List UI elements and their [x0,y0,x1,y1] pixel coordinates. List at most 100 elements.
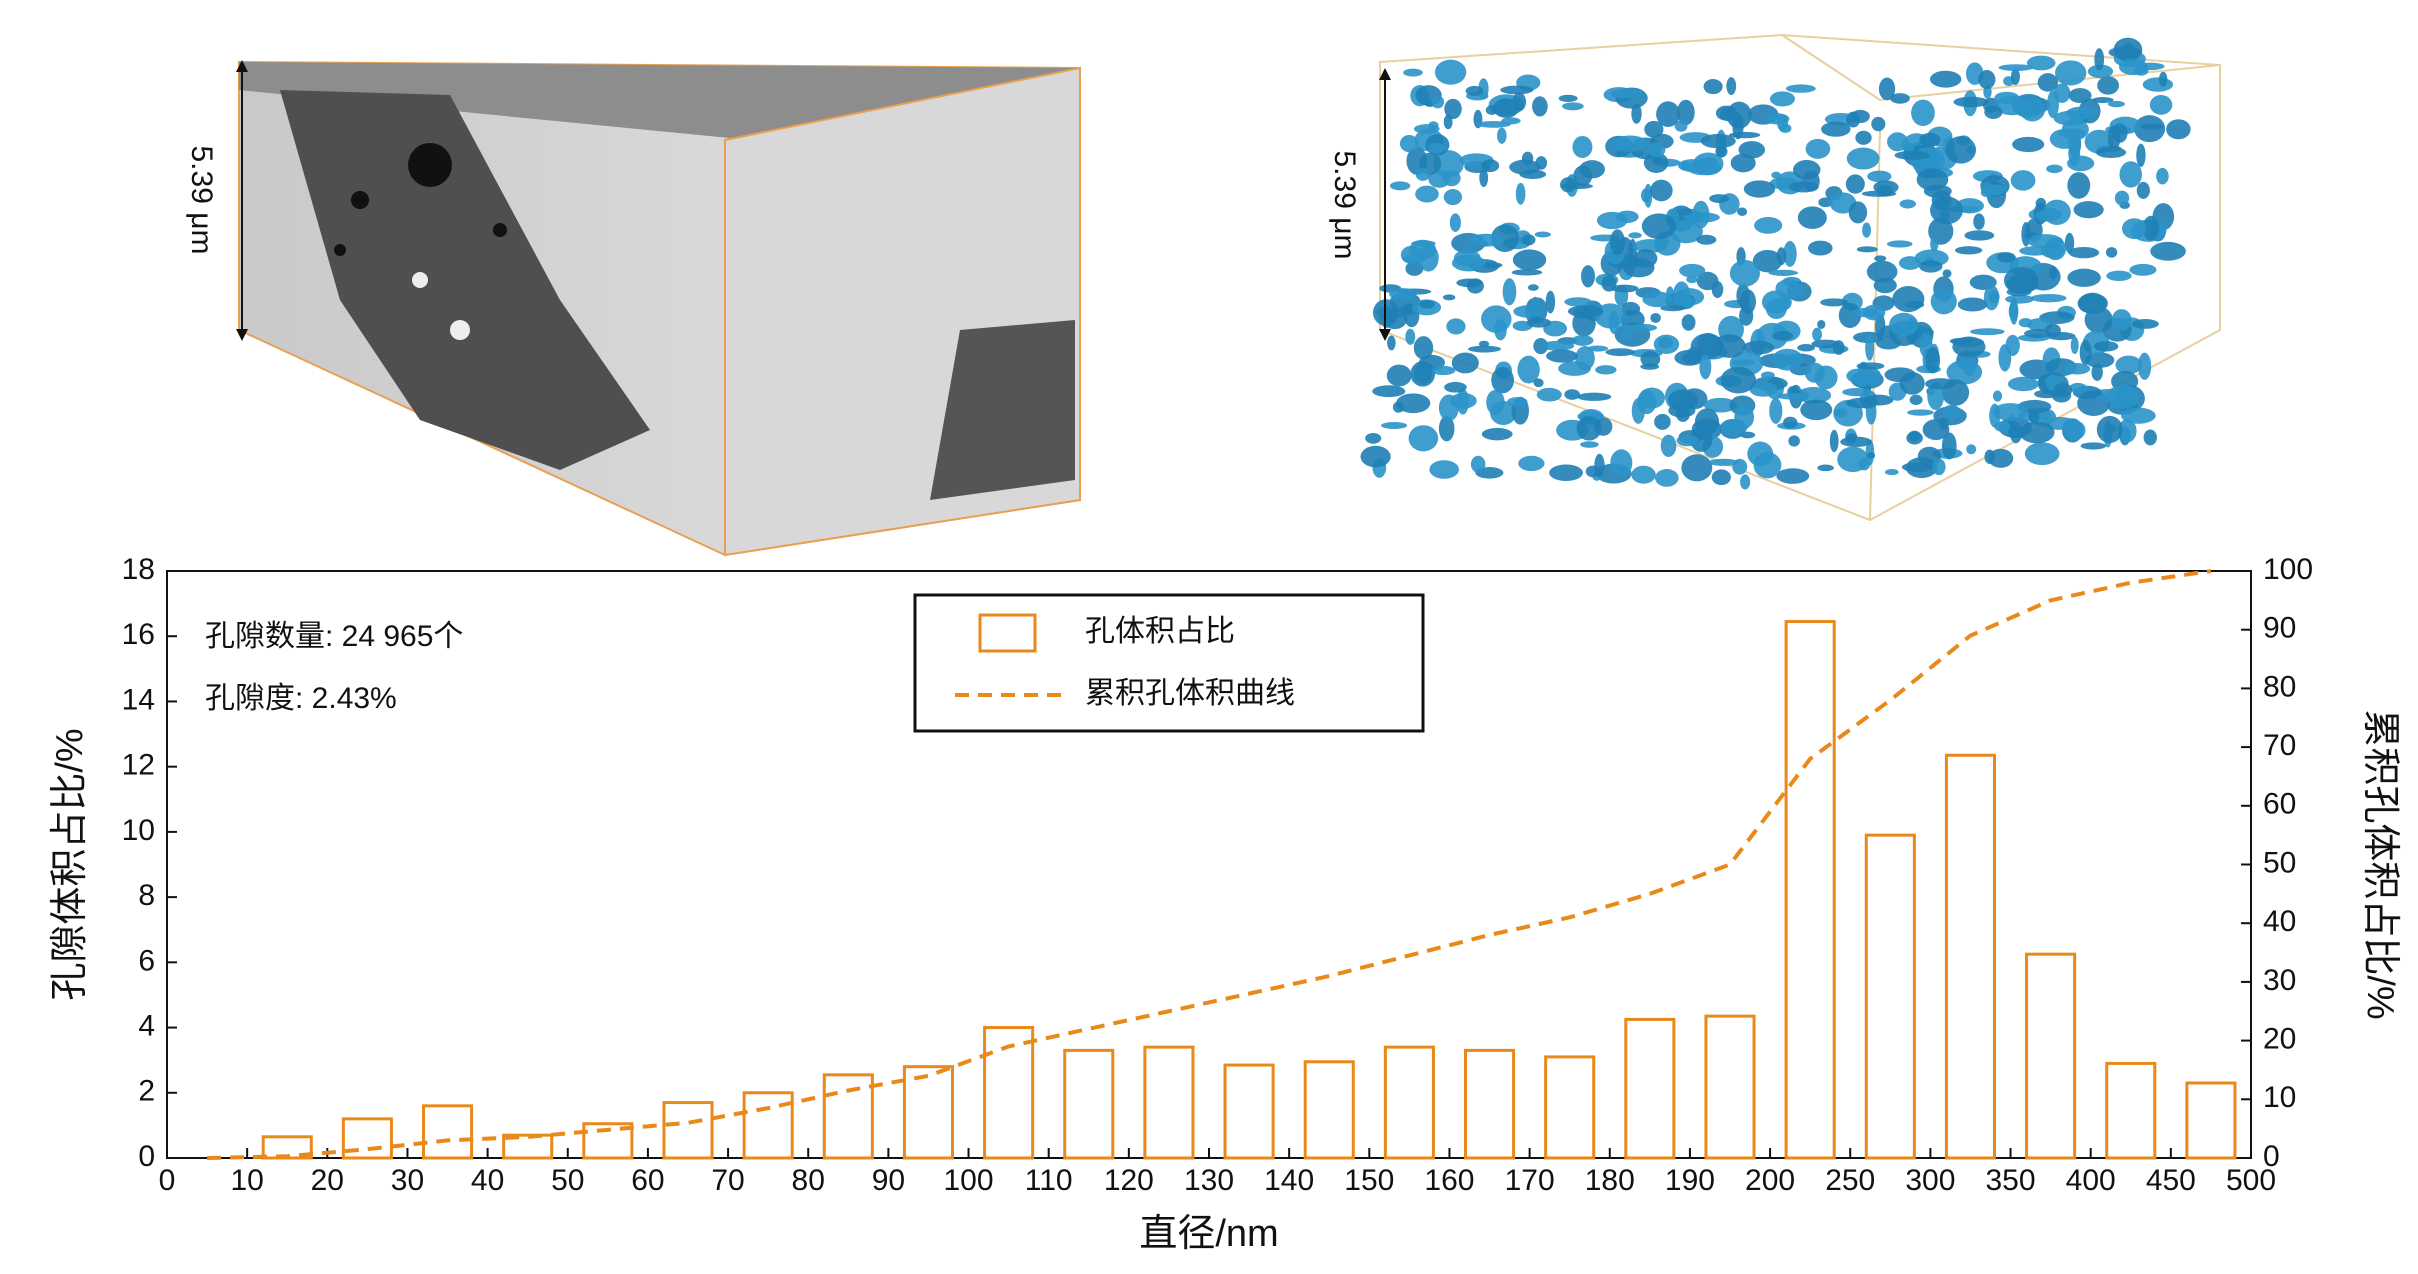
pore [1994,421,2011,432]
y2-tick-label: 40 [2263,905,2296,938]
pore [1610,88,1642,99]
pore [1856,246,1878,253]
pore [1954,246,1983,255]
pore [1365,432,1382,444]
y2-tick-label: 0 [2263,1140,2280,1173]
y2-tick-label: 100 [2263,553,2313,586]
pore [1978,70,1996,89]
pore [1720,419,1748,436]
x-tick-label: 140 [1264,1164,1314,1197]
pore [1517,355,1540,384]
pore [1749,381,1778,397]
y-tick-label: 14 [122,683,155,716]
pore [1631,103,1642,124]
pore [1575,346,1595,371]
x-tick-label: 250 [1825,1164,1875,1197]
y2-tick-label: 80 [2263,670,2296,703]
pore [1610,449,1633,477]
pore [2079,339,2092,366]
pore [1579,160,1605,179]
pore [2065,106,2095,120]
scale-label: 5.39 μm [1328,151,1361,260]
arrow [236,329,248,341]
annotation: 孔隙度: 2.43% [205,682,397,715]
pore [1438,394,1459,422]
pore [2158,71,2168,88]
pore [1490,224,1520,252]
pore [1998,344,2012,372]
pore [1855,130,1872,145]
pore [1653,334,1680,354]
y2-tick-label: 60 [2263,788,2296,821]
pore [1953,96,1989,108]
pore [1984,449,1995,464]
pore [1465,85,1484,96]
x-tick-label: 60 [631,1164,664,1197]
bar [1383,1045,1435,1160]
legend-label: 孔体积占比 [1085,615,1235,648]
pore [2026,55,2056,71]
pore [2028,409,2040,423]
pore [1546,349,1578,363]
pore [1768,269,1799,276]
pore [1753,452,1782,479]
pore [1621,323,1632,340]
bar [1544,1055,1596,1160]
pore [2142,77,2174,92]
pore [1419,300,1435,309]
pore [1772,348,1804,371]
pore [1672,281,1691,310]
pore [1415,185,1439,203]
pore [1621,301,1641,316]
pore [1802,170,1820,192]
legend-label: 累积孔体积曲线 [1085,677,1295,710]
pore [1644,120,1664,138]
pore [1481,427,1513,441]
pore [2114,190,2130,206]
pore [1785,84,1816,93]
pore [1686,275,1698,284]
pore [1521,234,1536,246]
pore [1805,138,1831,159]
pore [1740,474,1751,490]
bar [983,1026,1035,1160]
pore [2084,352,2115,368]
pore [1988,448,2014,468]
pore [1405,261,1424,276]
pore [1732,112,1744,140]
pore [1952,336,1986,358]
y-tick-label: 10 [122,814,155,847]
pore [2024,329,2052,338]
pore [1963,359,1976,377]
pore [2117,419,2137,443]
pore [1812,327,1823,342]
pore [1873,277,1897,294]
x-tick-label: 500 [2226,1164,2276,1197]
pore [1840,436,1872,448]
pore [2010,68,2020,86]
pore [1919,132,1941,147]
pore [1715,145,1728,158]
pore [2053,382,2073,398]
x-tick-label: 150 [1344,1164,1394,1197]
pore [1731,359,1755,366]
pore [1631,398,1645,424]
pore [1692,200,1710,229]
pore [1973,213,1985,230]
pore [1679,263,1706,278]
pore [1983,284,2000,311]
pore [1865,334,1875,361]
pore [1641,213,1677,240]
pore [2087,64,2114,79]
pore [1711,280,1724,298]
x-tick-label: 450 [2146,1164,2196,1197]
pore [1466,278,1484,294]
bar [902,1065,955,1160]
pore [1916,168,1949,191]
x-tick-label: 40 [471,1164,504,1197]
pore [1994,95,2030,116]
pore [2010,170,2036,191]
bar [2105,1061,2157,1160]
pore [2097,76,2119,95]
pore [2096,415,2123,444]
